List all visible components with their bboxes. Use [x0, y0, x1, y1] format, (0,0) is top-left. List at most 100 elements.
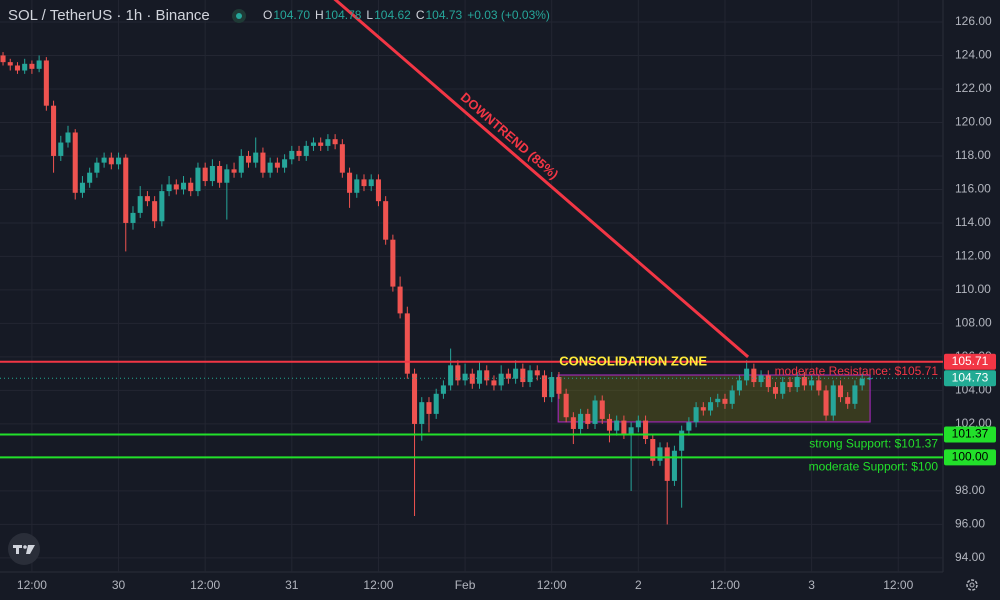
- candle-body: [217, 165, 223, 183]
- candle-body: [267, 162, 273, 173]
- x-tick-label: 12:00: [537, 578, 567, 592]
- candle-body: [347, 172, 353, 193]
- candle-body: [318, 142, 324, 146]
- price-label: 100.00: [952, 450, 989, 464]
- candle-body: [809, 380, 815, 386]
- y-tick-label: 124.00: [955, 48, 992, 62]
- x-tick-label: 31: [285, 578, 299, 592]
- candle-body: [541, 375, 548, 398]
- candle-body: [650, 439, 656, 461]
- candle-body: [152, 201, 158, 222]
- candle-body: [101, 157, 107, 163]
- candle-body: [816, 380, 822, 391]
- logo-part: [16, 545, 19, 554]
- legend-value: 104.62: [374, 8, 411, 22]
- candle-body: [563, 393, 569, 418]
- candle-body: [296, 150, 302, 156]
- candle-body: [498, 373, 504, 386]
- candle-body: [520, 368, 526, 383]
- candle-body: [866, 378, 872, 380]
- candle-body: [253, 152, 259, 163]
- legend-value: 104.78: [325, 8, 362, 22]
- legend-value: 104.73: [425, 8, 462, 22]
- candle-body: [108, 157, 114, 165]
- candle-body: [845, 397, 851, 404]
- candle-body: [137, 196, 143, 213]
- visibility-icon-dot: [236, 13, 242, 19]
- candle-body: [397, 286, 403, 314]
- price-label-box: [944, 370, 996, 387]
- y-tick-label: 118.00: [955, 148, 991, 162]
- x-tick-label: Feb: [455, 578, 476, 592]
- candle-body: [43, 60, 49, 106]
- candle-body: [209, 165, 215, 182]
- candle-body: [455, 365, 461, 381]
- candle-body: [744, 368, 750, 381]
- x-tick-label: 12:00: [190, 578, 220, 592]
- price-label-box: [944, 353, 996, 370]
- candle-body: [238, 155, 244, 173]
- plot: [0, 52, 872, 525]
- logo-bg: [8, 533, 40, 565]
- gear-hub: [969, 582, 975, 588]
- zone-label: CONSOLIDATION ZONE: [559, 353, 707, 368]
- candle-body: [801, 377, 807, 386]
- candle-body: [58, 142, 64, 156]
- x-tick-label: 30: [112, 578, 126, 592]
- candle-body: [448, 365, 454, 386]
- header: SOL / TetherUS · 1h · Binance O 104.70 H 10…: [8, 7, 550, 24]
- price-label-box: [944, 449, 996, 466]
- candle-body: [708, 402, 714, 411]
- candle-body: [780, 382, 786, 394]
- x-tick-label: 12:00: [363, 578, 393, 592]
- candle-body: [383, 201, 389, 240]
- candle-body: [260, 152, 266, 173]
- candle-body: [484, 370, 490, 381]
- price-label: 101.37: [952, 427, 989, 441]
- candle-body: [469, 373, 475, 384]
- candle-body: [556, 377, 562, 394]
- y-tick-label: 108.00: [955, 316, 992, 330]
- candle-body: [859, 378, 865, 386]
- candle-body: [614, 420, 620, 431]
- candle-body: [116, 157, 122, 165]
- y-tick-label: 122.00: [955, 81, 992, 95]
- candle-body: [224, 169, 230, 183]
- candle-body: [722, 398, 728, 404]
- candle-body: [527, 370, 533, 383]
- candle-body: [94, 162, 100, 173]
- candle-body: [671, 450, 677, 481]
- candle-body: [700, 407, 706, 411]
- candle-body: [664, 447, 670, 481]
- settings-icon[interactable]: [966, 579, 978, 591]
- candle-body: [339, 144, 345, 173]
- y-tick-label: 116.00: [955, 182, 991, 196]
- candle-body: [51, 105, 57, 156]
- symbol-title: SOL / TetherUS · 1h · Binance: [8, 7, 210, 24]
- candle-body: [715, 398, 721, 403]
- candle-body: [0, 55, 6, 63]
- candle-body: [505, 373, 511, 379]
- candle-body: [578, 413, 584, 429]
- gear[interactable]: [966, 579, 978, 591]
- candle-body: [123, 157, 129, 223]
- candle-body: [599, 400, 605, 419]
- legend-label: H: [315, 8, 324, 22]
- candle-body: [390, 239, 396, 287]
- candle-body: [289, 150, 295, 160]
- candle-body: [693, 407, 699, 423]
- level-annotation: strong Support: $101.37: [809, 437, 938, 451]
- candle-body: [87, 172, 93, 183]
- x-tick-label: 12:00: [710, 578, 740, 592]
- x-tick-label: 12:00: [17, 578, 47, 592]
- y-tick-label: 110.00: [955, 282, 991, 296]
- candle-body: [310, 142, 316, 146]
- tradingview-logo: [8, 533, 40, 565]
- candle-body: [628, 427, 634, 434]
- candle-body: [282, 159, 288, 168]
- y-tick-label: 120.00: [955, 115, 992, 129]
- candle-body: [245, 155, 252, 163]
- candle-body: [570, 417, 576, 429]
